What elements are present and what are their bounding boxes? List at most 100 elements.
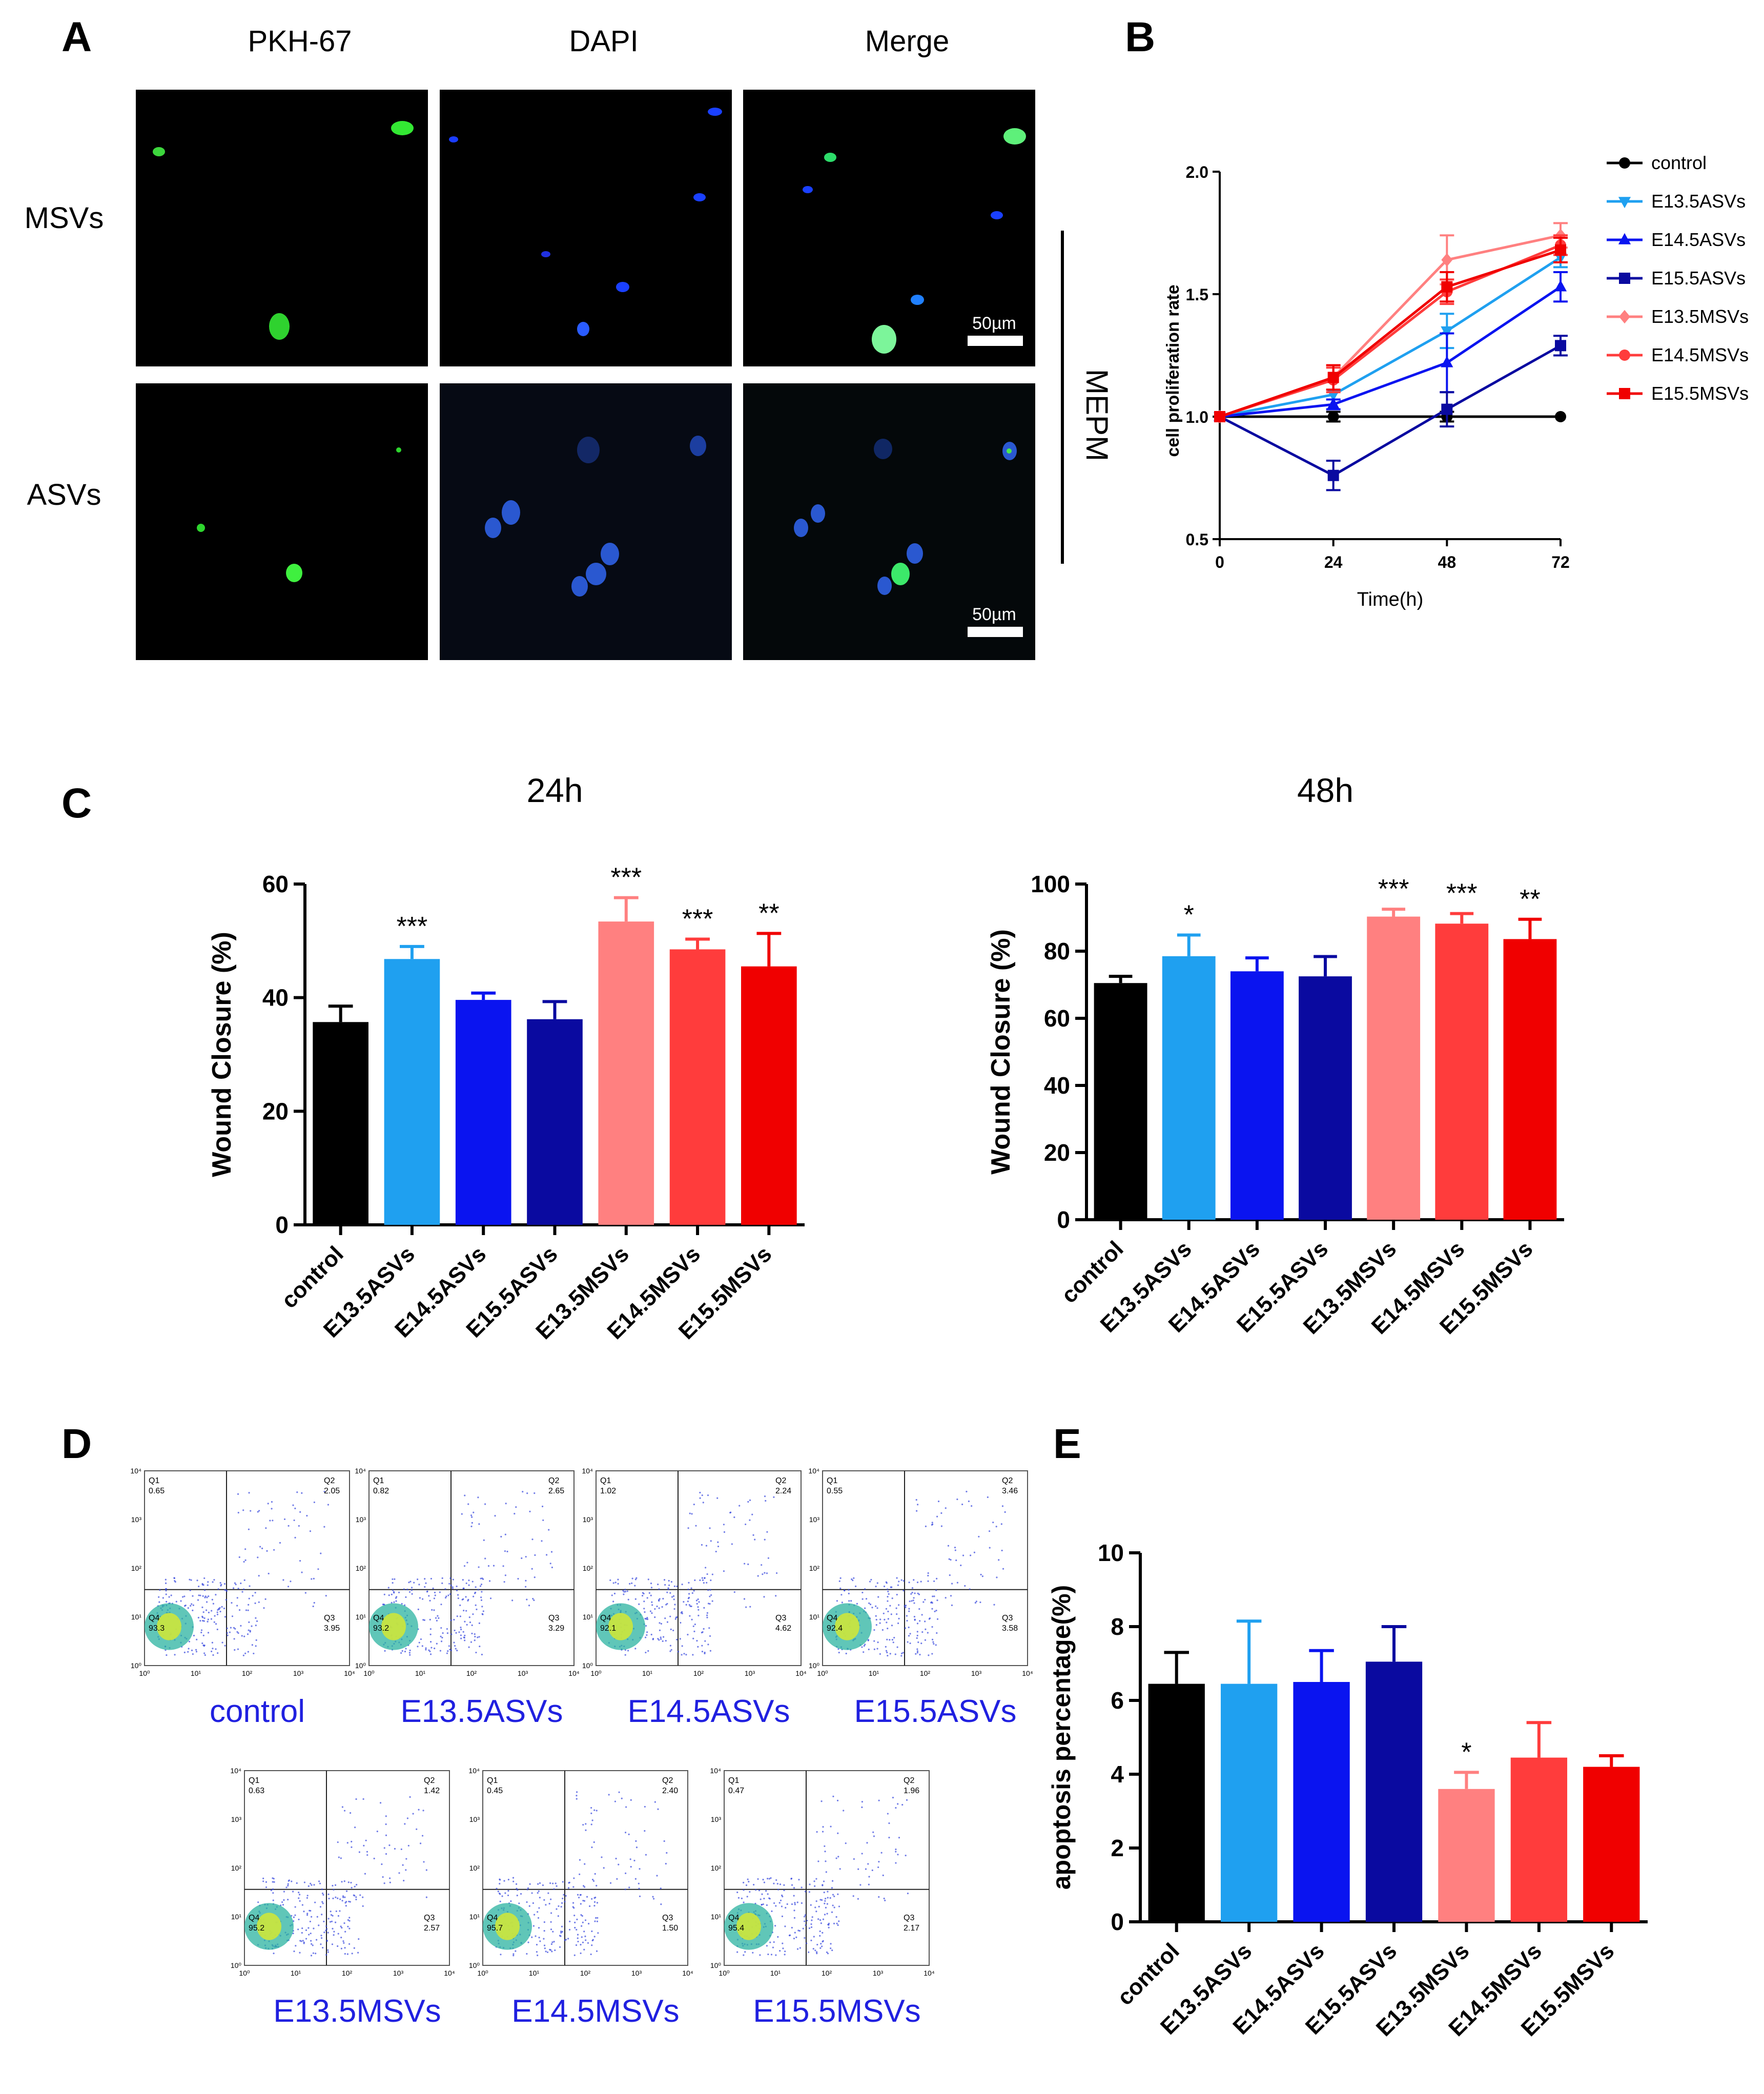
event-dot xyxy=(906,1615,908,1617)
event-dot xyxy=(165,1582,167,1584)
event-dot xyxy=(614,1800,617,1802)
event-dot xyxy=(244,1548,247,1550)
event-dot xyxy=(298,1918,300,1921)
event-dot xyxy=(301,1571,303,1573)
flow-plot-label: E14.5ASVs xyxy=(627,1694,790,1729)
event-dot xyxy=(208,1611,210,1614)
panel-letter-b: B xyxy=(1125,14,1155,60)
event-dot xyxy=(582,1900,584,1902)
event-dot xyxy=(332,1897,334,1899)
event-dot xyxy=(582,1941,584,1943)
event-dot xyxy=(837,1856,839,1858)
event-dot xyxy=(704,1652,706,1655)
event-dot xyxy=(202,1611,204,1613)
event-dot xyxy=(883,1612,885,1614)
event-dot xyxy=(311,1884,313,1886)
event-dot xyxy=(311,1916,313,1918)
event-dot xyxy=(302,1940,304,1942)
event-dot xyxy=(521,1557,523,1559)
event-dot xyxy=(968,1500,970,1503)
event-dot xyxy=(912,1599,914,1602)
event-dot xyxy=(507,1894,509,1897)
event-dot xyxy=(819,1935,821,1937)
event-dot xyxy=(301,1927,303,1929)
event-dot xyxy=(656,1875,658,1877)
event-dot xyxy=(819,1947,822,1949)
event-dot xyxy=(658,1588,660,1590)
event-dot xyxy=(313,1927,315,1929)
event-dot xyxy=(235,1584,237,1586)
q1-value: 0.65 xyxy=(149,1487,165,1495)
event-dot xyxy=(496,1887,498,1890)
event-dot xyxy=(794,1903,796,1905)
event-dot xyxy=(624,1649,626,1651)
event-dot xyxy=(327,1893,330,1896)
event-dot xyxy=(412,1813,414,1815)
event-dot xyxy=(709,1603,711,1605)
event-dot xyxy=(568,1928,571,1931)
event-dot xyxy=(158,1601,160,1603)
q1-value: 0.63 xyxy=(249,1787,264,1795)
event-dot xyxy=(733,1516,735,1518)
dense-core xyxy=(257,1913,281,1940)
event-dot xyxy=(535,1935,537,1937)
event-dot xyxy=(624,1589,626,1591)
flow-cytometry-panel: Q10.65Q22.05Q33.95Q493.310⁰10⁰10¹10¹10²1… xyxy=(130,1467,1033,2029)
event-dot xyxy=(683,1653,685,1655)
event-dot xyxy=(203,1644,206,1647)
event-dot xyxy=(528,1905,530,1907)
event-dot xyxy=(875,1615,877,1617)
event-dot xyxy=(537,1954,539,1957)
event-dot xyxy=(819,1930,821,1933)
event-dot xyxy=(706,1612,708,1614)
panel-letter-c: C xyxy=(61,780,92,827)
y-tick-label: 10⁰ xyxy=(131,1661,142,1670)
event-dot xyxy=(733,1591,735,1593)
event-dot xyxy=(826,1913,828,1915)
event-dot xyxy=(525,1579,527,1582)
event-dot xyxy=(662,1597,664,1600)
event-dot xyxy=(322,1902,324,1904)
event-dot xyxy=(736,1951,739,1953)
event-dot xyxy=(534,1492,536,1494)
event-dot xyxy=(916,1637,918,1639)
event-dot xyxy=(202,1595,204,1597)
event-dot xyxy=(309,1920,311,1923)
event-dot xyxy=(231,1602,233,1604)
event-dot xyxy=(644,1636,647,1638)
x-tick-label: 10⁴ xyxy=(1022,1669,1033,1677)
event-dot xyxy=(649,1610,652,1612)
event-dot xyxy=(629,1583,631,1585)
event-dot xyxy=(327,1951,329,1953)
q1-label: Q1 xyxy=(728,1776,739,1785)
event-dot xyxy=(762,1903,764,1905)
event-dot xyxy=(434,1594,436,1596)
event-dot xyxy=(808,1927,811,1929)
significance-label: *** xyxy=(610,863,642,893)
event-dot xyxy=(998,1559,1000,1561)
event-dot xyxy=(828,1926,830,1928)
event-dot xyxy=(561,1925,563,1927)
event-dot xyxy=(897,1854,899,1856)
event-dot xyxy=(577,1934,579,1936)
event-dot xyxy=(673,1585,675,1587)
event-dot xyxy=(255,1645,257,1647)
dense-core xyxy=(157,1613,181,1640)
event-dot xyxy=(512,1953,515,1955)
event-dot xyxy=(203,1617,206,1619)
q1-label: Q1 xyxy=(487,1776,498,1785)
event-dot xyxy=(247,1609,249,1611)
event-dot xyxy=(341,1806,344,1808)
event-dot xyxy=(398,1591,400,1593)
event-dot xyxy=(583,1948,585,1951)
event-dot xyxy=(701,1494,703,1496)
event-dot xyxy=(219,1610,221,1613)
event-dot xyxy=(192,1653,194,1655)
event-dot xyxy=(663,1840,665,1842)
event-dot xyxy=(318,1924,320,1926)
event-dot xyxy=(895,1862,897,1864)
event-dot xyxy=(868,1648,870,1651)
q3-value: 3.95 xyxy=(324,1624,340,1633)
event-dot xyxy=(217,1652,219,1654)
event-dot xyxy=(623,1591,625,1593)
